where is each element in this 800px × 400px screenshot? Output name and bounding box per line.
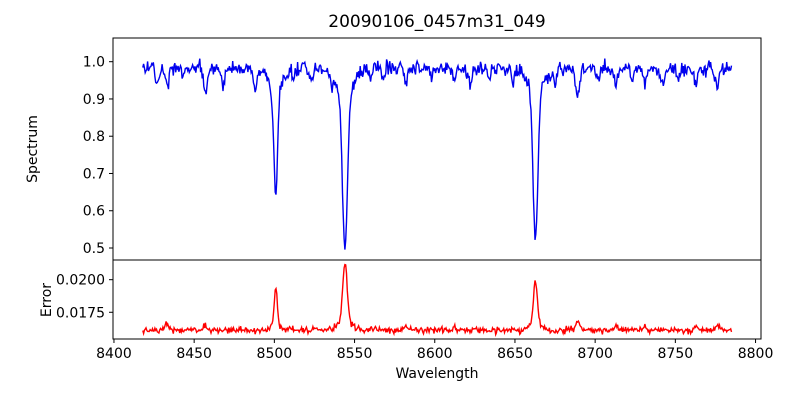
y-tick-label: 0.8 bbox=[83, 129, 105, 145]
x-tick-label: 8450 bbox=[176, 346, 212, 362]
x-tick-label: 8700 bbox=[577, 346, 613, 362]
x-tick-label: 8650 bbox=[497, 346, 533, 362]
y-tick-label: 0.9 bbox=[83, 92, 105, 108]
x-tick-label: 8600 bbox=[417, 346, 453, 362]
x-tick-label: 8800 bbox=[738, 346, 774, 362]
x-tick-label: 8550 bbox=[337, 346, 373, 362]
y-tick-label: 0.5 bbox=[83, 241, 105, 257]
chart-title: 20090106_0457m31_049 bbox=[328, 12, 546, 32]
y-tick-label: 0.6 bbox=[83, 204, 105, 220]
y-tick-label: 0.0200 bbox=[56, 273, 105, 289]
spectrum-line bbox=[142, 58, 733, 250]
y-axis-label-spectrum: Spectrum bbox=[25, 115, 41, 183]
error-line bbox=[142, 263, 733, 338]
y-tick-label: 0.0175 bbox=[56, 305, 105, 321]
x-tick-label: 8500 bbox=[257, 346, 293, 362]
y-tick-label: 1.0 bbox=[83, 55, 105, 71]
x-axis-label: Wavelength bbox=[395, 366, 479, 382]
y-tick-label: 0.7 bbox=[83, 166, 105, 182]
x-tick-label: 8400 bbox=[96, 346, 132, 362]
x-tick-label: 8750 bbox=[658, 346, 694, 362]
error-axes-frame bbox=[112, 259, 762, 340]
y-axis-label-error: Error bbox=[39, 282, 55, 318]
